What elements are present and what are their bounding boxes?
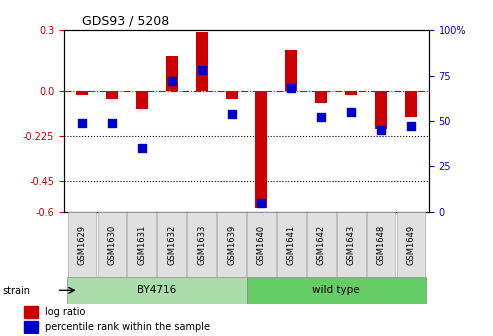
Point [347,109,355,115]
Point [198,68,206,73]
Text: log ratio: log ratio [45,307,86,317]
Point [78,120,86,125]
Bar [255,91,267,208]
FancyBboxPatch shape [247,212,276,277]
Bar [106,91,118,99]
Text: GSM1643: GSM1643 [347,224,355,264]
Bar [136,91,148,109]
Bar [76,91,88,95]
FancyBboxPatch shape [68,212,97,277]
FancyBboxPatch shape [98,212,126,277]
Text: GDS93 / 5208: GDS93 / 5208 [82,15,170,28]
Bar [375,91,387,129]
Text: GSM1640: GSM1640 [257,224,266,264]
FancyBboxPatch shape [277,212,306,277]
Point [257,200,265,205]
Bar [405,91,417,117]
Text: GSM1630: GSM1630 [107,224,116,264]
Point [407,124,415,129]
FancyBboxPatch shape [67,277,246,304]
FancyBboxPatch shape [217,212,246,277]
FancyBboxPatch shape [128,212,156,277]
FancyBboxPatch shape [367,212,395,277]
FancyBboxPatch shape [307,212,336,277]
Text: wild type: wild type [313,285,360,295]
FancyBboxPatch shape [246,277,426,304]
Bar [226,91,238,99]
Text: GSM1632: GSM1632 [167,224,176,264]
Point [317,115,325,120]
Text: GSM1649: GSM1649 [406,224,416,264]
Text: GSM1642: GSM1642 [317,224,326,264]
Text: GSM1631: GSM1631 [138,224,146,264]
FancyBboxPatch shape [187,212,216,277]
Point [287,86,295,91]
Point [108,120,116,125]
Bar [24,321,38,333]
Text: BY4716: BY4716 [137,285,176,295]
Point [377,127,385,133]
Bar [345,91,357,95]
Bar [196,32,208,91]
Bar [24,306,38,318]
Bar [285,50,297,91]
Text: GSM1629: GSM1629 [77,224,87,264]
Text: GSM1639: GSM1639 [227,224,236,264]
FancyBboxPatch shape [337,212,365,277]
Text: percentile rank within the sample: percentile rank within the sample [45,322,211,332]
Text: GSM1641: GSM1641 [287,224,296,264]
Text: GSM1633: GSM1633 [197,224,206,265]
Point [228,111,236,116]
FancyBboxPatch shape [396,212,425,277]
Bar [166,56,177,91]
Text: strain: strain [2,286,31,296]
Text: GSM1648: GSM1648 [377,224,386,264]
Bar [316,91,327,103]
Point [168,78,176,84]
Point [138,145,146,151]
FancyBboxPatch shape [157,212,186,277]
